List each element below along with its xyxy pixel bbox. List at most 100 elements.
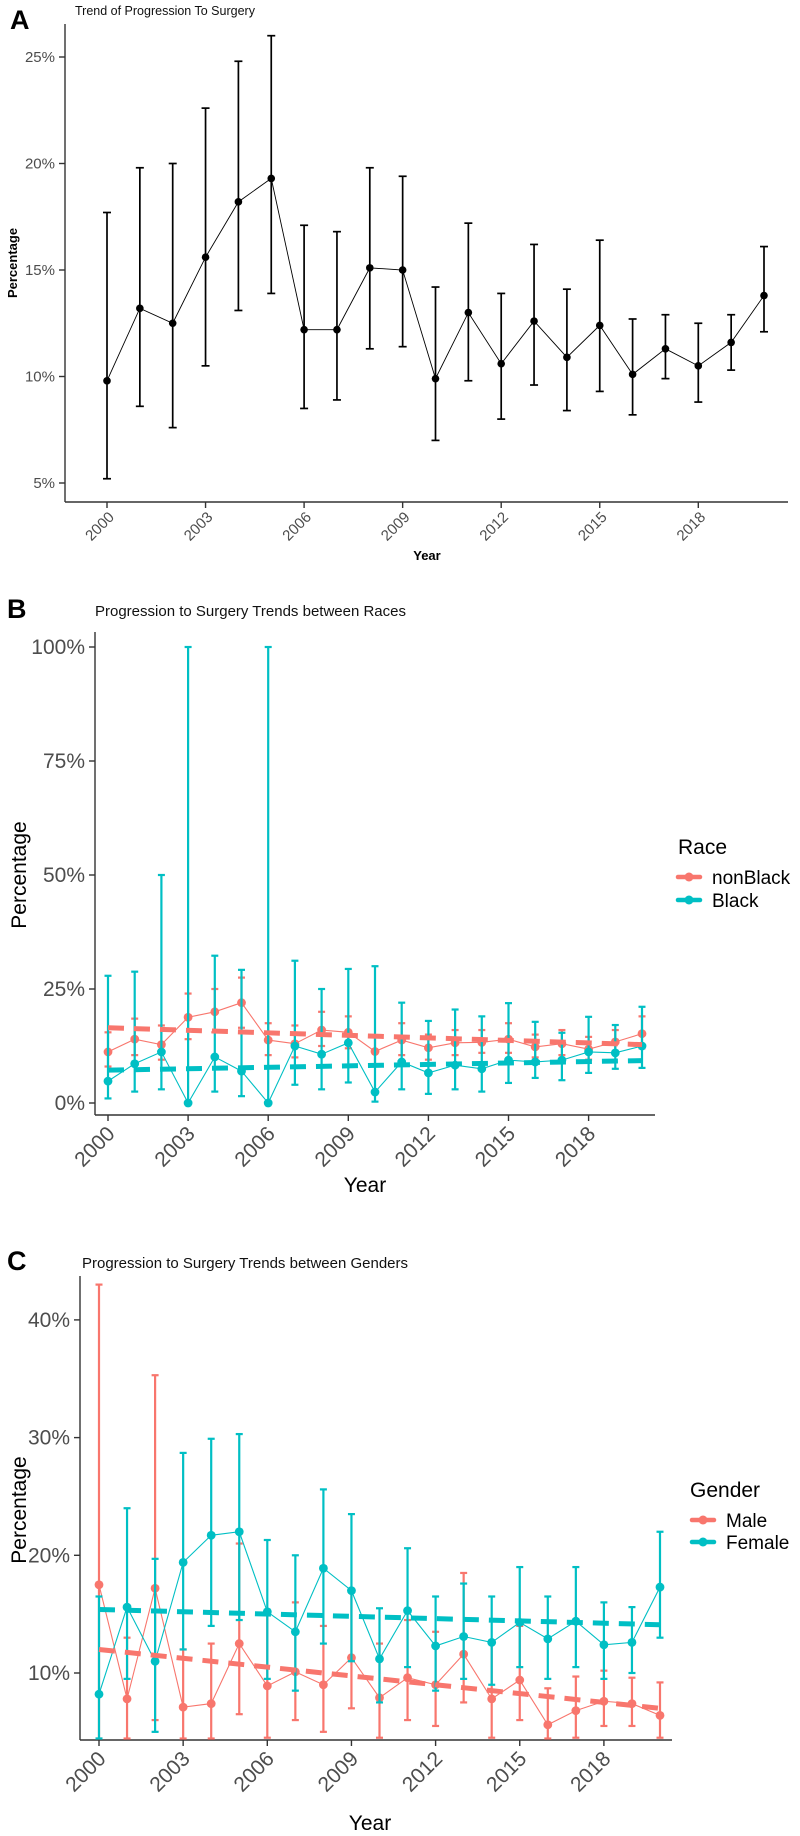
panel-b-chart: B Progression to Surgery Trends between … [7,594,791,1197]
y-tick-label: 25% [43,978,85,1001]
y-tick-label: 20% [25,156,55,173]
data-point [300,325,308,334]
y-tick-label: 75% [43,750,85,773]
data-point [94,1580,104,1590]
data-point [760,291,768,300]
panel-a-plot-area: 5% 10% 15% 20% 25% 2000 2003 2006 2009 2012 2015 20… [25,24,788,544]
x-tick-label: 2015 [471,1122,520,1171]
data-point [487,1694,497,1704]
data-point [150,1656,160,1666]
data-point [431,1641,440,1651]
data-point [584,1047,593,1057]
data-point [694,362,703,370]
data-point [103,376,111,385]
panel-c-legend: Gender Male Female [689,1479,789,1554]
female-key-label: Female [726,1533,789,1554]
x-tick-label: 2000 [61,1747,110,1796]
panel-b-legend-title: Race [678,836,727,859]
data-point [319,1563,328,1573]
data-point [398,266,407,274]
data-point [183,1098,193,1108]
x-tick-label: 2006 [279,509,315,545]
data-point [497,359,506,368]
x-tick-label: 2012 [476,509,512,545]
trend-line [98,1646,661,1711]
data-point [122,1694,132,1704]
y-tick-label: 5% [33,475,55,492]
x-tick-label: 2012 [398,1747,447,1796]
legend-item-black: Black [675,891,759,912]
data-point [661,345,670,353]
female-key-dot-icon [698,1537,708,1547]
data-point [206,1530,216,1540]
y-tick-label: 30% [28,1427,70,1450]
data-point [595,321,604,330]
data-point [366,264,374,272]
x-tick-label: 2006 [230,1122,279,1171]
black-key-dot-icon [684,895,694,905]
panel-b-y-axis-title: Percentage [8,821,31,928]
y-tick-label: 20% [28,1544,70,1567]
data-point [343,1038,353,1048]
y-tick-label: 25% [25,49,55,66]
panel-c-legend-title: Gender [690,1479,760,1502]
x-tick-label: 2000 [82,509,118,545]
x-tick-label: 2018 [551,1122,600,1171]
data-point [655,1582,665,1592]
panel-b-title: Progression to Surgery Trends between Ra… [95,603,406,620]
data-point [431,374,440,383]
data-point [178,1702,188,1712]
y-tick-label: 10% [28,1662,70,1685]
data-point [263,1098,273,1108]
nonblack-key-label: nonBlack [712,868,791,889]
data-point [290,1627,300,1637]
data-point [234,198,243,206]
trend-line [107,1058,643,1073]
trend-line [107,1025,643,1048]
data-point [319,1680,328,1690]
data-point [403,1606,412,1616]
legend-item-male: Male [689,1511,767,1532]
data-point [201,253,210,262]
y-tick-label: 100% [31,636,85,659]
x-tick-label: 2003 [150,1122,199,1171]
panel-a-title: Trend of Progression To Surgery [75,4,256,18]
data-point [130,1059,140,1069]
x-tick-label: 2015 [482,1747,531,1796]
data-point [628,370,637,379]
panel-a-x-axis-title: Year [413,548,440,563]
x-tick-label: 2018 [566,1747,615,1796]
panel-a-letter: A [10,5,30,35]
data-point [459,1632,469,1641]
x-tick-label: 2000 [70,1122,119,1171]
panel-c-x-axis-title: Year [349,1812,391,1835]
data-point [727,338,735,347]
data-point [599,1640,609,1650]
panel-a-chart: A Trend of Progression To Surgery Percen… [5,4,788,563]
panel-b-legend: Race nonBlack Black [675,836,791,912]
x-tick-label: 2009 [311,1122,360,1171]
data-point [136,304,144,313]
data-point [262,1681,272,1691]
data-point [290,1041,300,1051]
y-tick-label: 10% [25,369,55,386]
data-point [210,1052,220,1062]
male-key-dot-icon [698,1515,708,1525]
data-point [168,319,177,328]
panel-c-chart: C Progression to Surgery Trends between … [7,1246,789,1835]
y-tick-label: 50% [43,864,85,887]
data-point [267,174,276,183]
data-point [375,1654,384,1664]
data-point [103,1076,113,1086]
x-tick-label: 2009 [378,509,414,545]
legend-item-nonblack: nonBlack [675,868,791,889]
legend-item-female: Female [689,1533,789,1554]
data-point [94,1689,104,1699]
data-point [333,325,341,334]
black-key-label: Black [712,891,759,912]
data-point [347,1586,356,1596]
panel-c-y-axis-title: Percentage [8,1456,31,1563]
data-point [571,1706,581,1716]
x-tick-label: 2012 [391,1122,440,1171]
